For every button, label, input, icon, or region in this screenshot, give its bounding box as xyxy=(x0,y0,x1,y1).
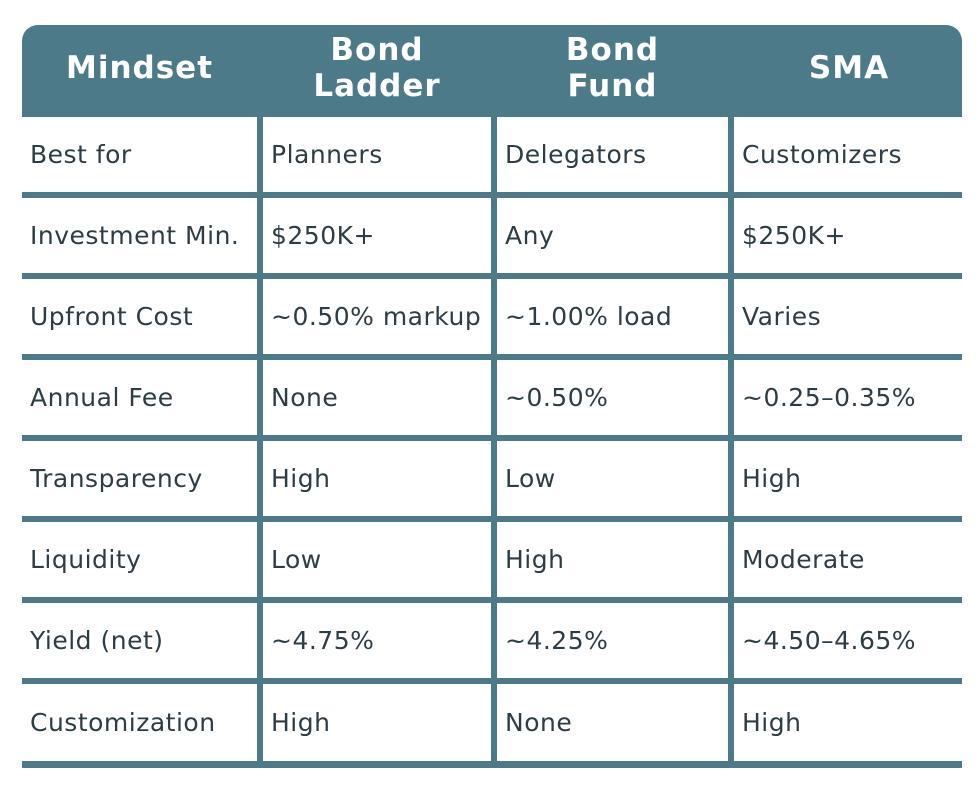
row-label-cell: Annual Fee xyxy=(22,360,257,435)
bond-fund-cell: ~1.00% load xyxy=(497,279,728,354)
bond-fund-cell: Any xyxy=(497,198,728,273)
table-row: Investment Min. $250K+ Any $250K+ xyxy=(22,198,962,273)
sma-cell: Moderate xyxy=(734,522,962,597)
bond-ladder-cell: $250K+ xyxy=(263,198,491,273)
bond-fund-cell: High xyxy=(497,522,728,597)
bond-ladder-cell: Low xyxy=(263,522,491,597)
table-row: Best for Planners Delegators Customizers xyxy=(22,117,962,192)
row-label-cell: Upfront Cost xyxy=(22,279,257,354)
comparison-table-container: Mindset Bond Ladder Bond Fund SMA Best f… xyxy=(22,25,962,768)
bond-fund-cell: Delegators xyxy=(497,117,728,192)
header-bond-ladder-line-2: Ladder xyxy=(313,68,441,104)
header-bond-fund: Bond Fund xyxy=(497,25,728,111)
table-row: Yield (net) ~4.75% ~4.25% ~4.50–4.65% xyxy=(22,603,962,678)
header-sma-line-1: SMA xyxy=(808,50,890,86)
sma-cell: Customizers xyxy=(734,117,962,192)
row-label-cell: Best for xyxy=(22,117,257,192)
sma-cell: High xyxy=(734,684,962,761)
header-sma: SMA xyxy=(734,25,962,111)
bond-ladder-cell: ~4.75% xyxy=(263,603,491,678)
bond-fund-cell: None xyxy=(497,684,728,761)
sma-cell: ~4.50–4.65% xyxy=(734,603,962,678)
header-bond-fund-line-2: Fund xyxy=(567,68,658,104)
sma-cell: ~0.25–0.35% xyxy=(734,360,962,435)
row-label-cell: Yield (net) xyxy=(22,603,257,678)
bond-fund-cell: ~0.50% xyxy=(497,360,728,435)
bond-ladder-cell: High xyxy=(263,684,491,761)
table-row: Liquidity Low High Moderate xyxy=(22,522,962,597)
sma-cell: $250K+ xyxy=(734,198,962,273)
comparison-table: Mindset Bond Ladder Bond Fund SMA Best f… xyxy=(22,25,962,767)
row-label-cell: Liquidity xyxy=(22,522,257,597)
sma-cell: Varies xyxy=(734,279,962,354)
table-header-row: Mindset Bond Ladder Bond Fund SMA xyxy=(22,25,962,111)
table-row: Transparency High Low High xyxy=(22,441,962,516)
table-row: Customization High None High xyxy=(22,684,962,761)
bond-fund-cell: ~4.25% xyxy=(497,603,728,678)
header-bond-ladder-line-1: Bond xyxy=(330,32,424,68)
bond-ladder-cell: High xyxy=(263,441,491,516)
table-row: Upfront Cost ~0.50% markup ~1.00% load V… xyxy=(22,279,962,354)
row-label-cell: Customization xyxy=(22,684,257,761)
bond-ladder-cell: Planners xyxy=(263,117,491,192)
table-row: Annual Fee None ~0.50% ~0.25–0.35% xyxy=(22,360,962,435)
sma-cell: High xyxy=(734,441,962,516)
bond-ladder-cell: ~0.50% markup xyxy=(263,279,491,354)
bond-fund-cell: Low xyxy=(497,441,728,516)
bond-ladder-cell: None xyxy=(263,360,491,435)
row-label-cell: Investment Min. xyxy=(22,198,257,273)
header-bond-ladder: Bond Ladder xyxy=(263,25,491,111)
row-label-cell: Transparency xyxy=(22,441,257,516)
header-bond-fund-line-1: Bond xyxy=(565,32,660,68)
header-mindset-line-1: Mindset xyxy=(65,50,214,86)
header-mindset: Mindset xyxy=(22,25,257,111)
